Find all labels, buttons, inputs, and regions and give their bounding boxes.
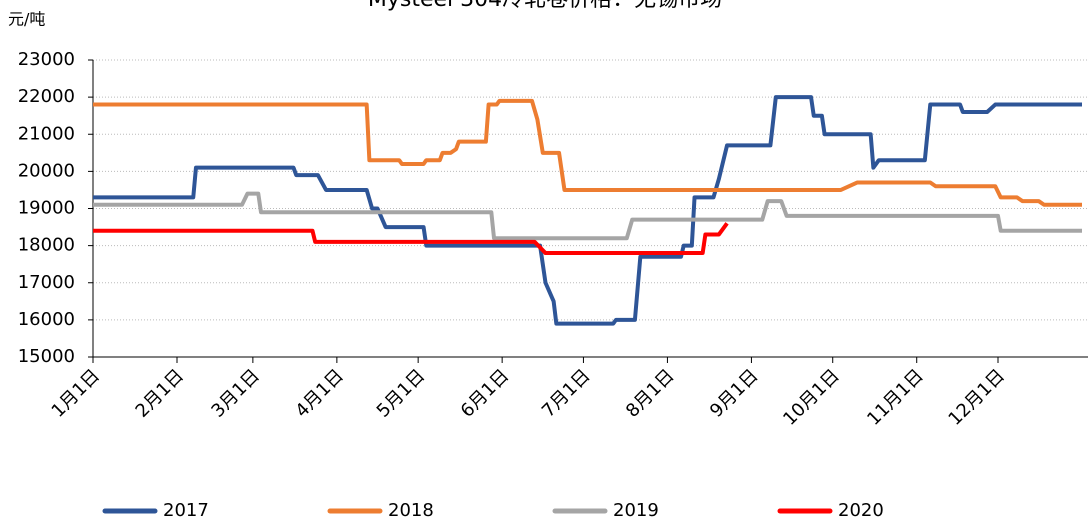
x-tick-label: 9月1日 [706,365,763,422]
chart-title: Mysteel 304冷轧卷价格：无锡市场 [368,0,722,12]
y-tick-label: 16000 [18,309,75,330]
x-tick-label: 4月1日 [291,365,348,422]
x-tick-label: 6月1日 [457,365,514,422]
y-tick-label: 19000 [18,198,75,219]
legend-label: 2020 [838,500,884,521]
y-tick-label: 23000 [18,49,75,70]
x-tick-label: 1月1日 [48,365,105,422]
y-tick-label: 15000 [18,346,75,367]
legend-label: 2019 [613,500,659,521]
legend-label: 2018 [388,500,434,521]
y-tick-label: 20000 [18,160,75,181]
y-tick-label: 22000 [18,86,75,107]
x-tick-label: 5月1日 [373,365,430,422]
x-tick-label: 12月1日 [944,365,1009,430]
x-tick-label: 2月1日 [132,365,189,422]
series-line [93,98,1082,207]
legend-label: 2017 [163,500,209,521]
y-tick-label: 18000 [18,235,75,256]
y-tick-label: 21000 [18,123,75,144]
x-tick-label: 7月1日 [538,365,595,422]
x-tick-label: 11月1日 [863,365,928,430]
y-tick-label: 17000 [18,272,75,293]
series-line [93,191,1082,241]
series-line [93,95,1082,326]
x-tick-label: 8月1日 [622,365,679,422]
series-line [93,222,729,256]
y-axis-label: 元/吨 [8,10,45,29]
x-tick-label: 3月1日 [207,365,264,422]
x-tick-label: 10月1日 [779,365,844,430]
